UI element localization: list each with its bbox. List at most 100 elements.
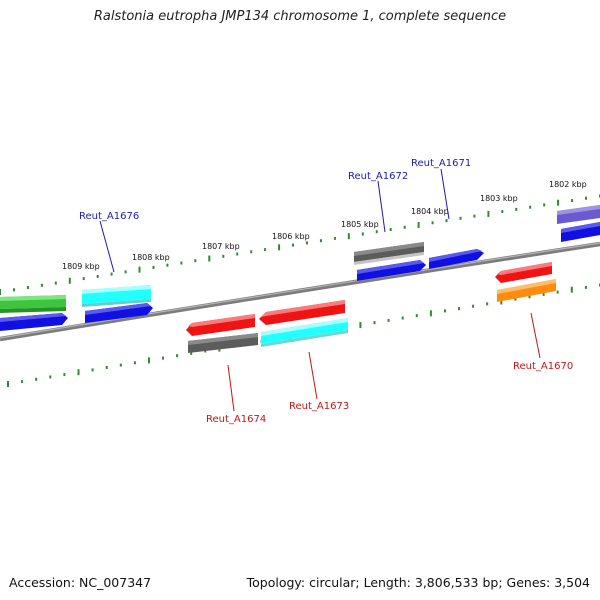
scale-tick [91, 368, 94, 372]
scale-label-1803: 1803 kbp [480, 194, 518, 203]
scale-tick [515, 207, 518, 211]
scale-tick [571, 199, 574, 202]
scale-tick [124, 270, 127, 274]
scale-label-1807: 1807 kbp [202, 242, 240, 251]
scale-tick [375, 230, 378, 234]
scale-tick [162, 356, 164, 360]
scale-tick [445, 219, 448, 223]
scale-tick [54, 281, 57, 285]
gene-label-a1671: Reut_A1671 [411, 158, 471, 169]
scale-tick [472, 304, 475, 308]
scale-tick [347, 233, 350, 240]
scale-tick [585, 196, 587, 200]
scale-tick [543, 203, 546, 207]
scale-tick [570, 286, 573, 293]
scale-tick [7, 381, 9, 387]
scale-tick [119, 363, 122, 367]
leader-line-a1676 [99, 220, 115, 273]
leader-line-a1674 [227, 364, 235, 412]
scale-tick [133, 361, 136, 365]
scale-tick [13, 288, 15, 292]
scale-tick [473, 214, 476, 218]
scale-tick [556, 290, 559, 294]
scale-tick [194, 259, 197, 263]
scale-tick [208, 255, 211, 262]
scale-label-1806: 1806 kbp [272, 232, 310, 241]
leader-line-a1671 [440, 168, 450, 220]
gene-label-a1672: Reut_A1672 [348, 171, 408, 182]
chromosome-backbone [0, 241, 600, 342]
scale-tick [319, 239, 322, 243]
genome-summary: Topology: circular; Length: 3,806,533 bp… [246, 575, 590, 590]
scale-tick [264, 248, 267, 252]
scale-tick [148, 357, 150, 364]
gene-label-a1670: Reut_A1670 [513, 361, 573, 372]
scale-tick [528, 295, 531, 299]
scale-tick [486, 302, 489, 306]
scale-tick [77, 369, 80, 376]
scale-tick [429, 310, 432, 317]
gene-blue-4[interactable] [561, 222, 600, 242]
gene-reut-a1670[interactable] [495, 262, 552, 283]
gene-orange[interactable] [497, 279, 556, 302]
leader-line-a1670 [530, 312, 541, 359]
scale-tick [387, 318, 390, 322]
gene-reut-a1676[interactable] [82, 285, 151, 307]
gene-green[interactable] [0, 295, 66, 313]
scale-tick [557, 199, 560, 206]
scale-tick [250, 250, 253, 254]
leader-line-a1672 [377, 180, 386, 233]
scale-label-1809: 1809 kbp [62, 262, 100, 271]
scale-tick [0, 289, 1, 295]
gene-purple[interactable] [557, 205, 600, 224]
gene-label-a1674: Reut_A1674 [206, 414, 266, 425]
scale-tick [138, 266, 141, 273]
scale-tick [359, 322, 362, 329]
scale-label-1808: 1808 kbp [132, 253, 170, 262]
scale-tick [529, 205, 532, 209]
scale-label-1805: 1805 kbp [341, 220, 379, 229]
gene-reut-a1674-red[interactable] [186, 314, 255, 336]
scale-tick [68, 277, 71, 284]
scale-tick [63, 373, 66, 377]
scale-tick [458, 307, 460, 311]
gene-blue-1[interactable] [0, 313, 68, 331]
scale-tick [373, 321, 376, 325]
gene-reut-a1673[interactable] [261, 318, 348, 347]
scale-tick [415, 314, 418, 318]
scale-tick [26, 286, 29, 289]
gene-blue-2[interactable] [85, 303, 153, 323]
scale-tick [487, 210, 490, 217]
scale-tick [82, 277, 85, 281]
scale-tick [96, 274, 99, 278]
scale-tick [542, 292, 545, 296]
scale-tick [292, 243, 294, 247]
scale-tick [361, 232, 364, 236]
scale-tick [236, 252, 239, 256]
scale-tick [431, 221, 434, 225]
scale-tick [110, 272, 113, 276]
gene-label-a1676: Reut_A1676 [79, 211, 139, 222]
scale-tick [459, 216, 462, 220]
gene-reut-a1674[interactable] [188, 333, 258, 353]
scale-tick [389, 228, 392, 231]
scale-tick [176, 354, 179, 358]
scale-label-1804: 1804 kbp [411, 207, 449, 216]
scale-tick [444, 309, 446, 313]
scale-ticks-upper [0, 194, 600, 295]
scale-tick [500, 298, 503, 305]
gene-reut-a1671[interactable] [429, 249, 484, 269]
scale-tick [166, 263, 169, 267]
scale-tick [501, 210, 504, 214]
gene-reut-a1672[interactable] [354, 242, 424, 265]
scale-tick [152, 265, 155, 269]
scale-tick [514, 297, 517, 301]
gene-red-large[interactable] [259, 300, 345, 325]
gene-blue-3[interactable] [357, 260, 426, 281]
map-title: Ralstonia eutropha JMP134 chromosome 1, … [93, 9, 507, 24]
scale-tick [417, 222, 420, 228]
scale-tick [278, 244, 281, 251]
scale-tick [584, 285, 587, 289]
scale-tick [222, 254, 225, 258]
